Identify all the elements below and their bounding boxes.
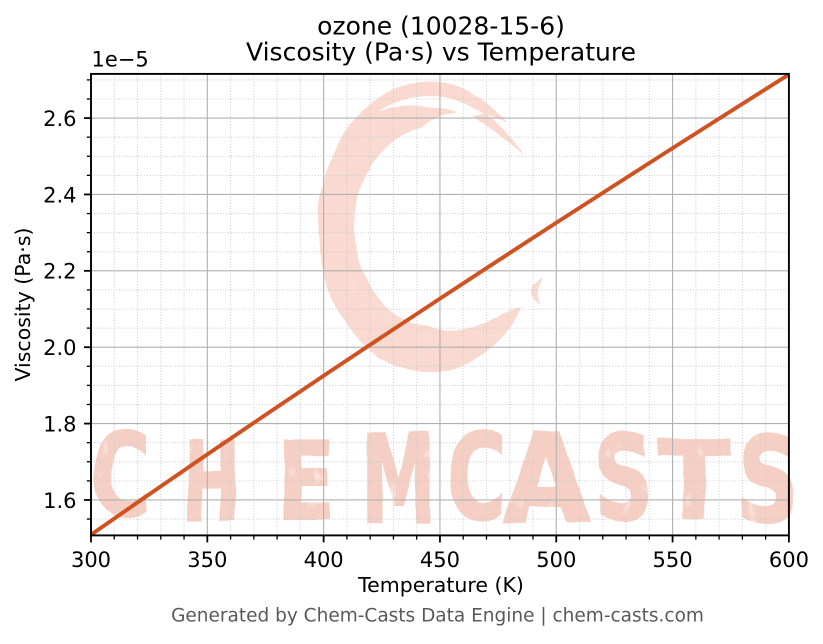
x-tick-label: 400: [304, 548, 344, 572]
plot-border: [90, 72, 790, 537]
watermark-letter: S: [593, 413, 654, 547]
watermark-letter: T: [658, 420, 730, 544]
y-tick-label: 1.8: [43, 412, 76, 436]
y-axis-label: Viscosity (Pa·s): [11, 227, 35, 381]
watermark-letter: A: [504, 408, 589, 550]
x-tick-label: 300: [71, 548, 111, 572]
ring-echo-stroke: [456, 101, 526, 155]
y-tick-label: 2.6: [43, 107, 76, 131]
plot-clip-group: [91, 73, 789, 536]
watermark-letter: C: [91, 407, 150, 545]
y-offset-label: 1e−5: [92, 48, 149, 72]
y-tick-label: 1.6: [43, 489, 76, 513]
brand-ring-watermark-icon: [318, 81, 543, 373]
grid-minor: [91, 73, 789, 536]
watermark-letter: E: [277, 418, 335, 545]
chart-title-line1: ozone (10028-15-6): [317, 12, 565, 41]
grid-major: [91, 73, 789, 536]
ring-main-stroke: [318, 81, 521, 373]
chart-title: ozone (10028-15-6) Viscosity (Pa·s) vs T…: [246, 12, 636, 67]
watermark-letter: C: [447, 408, 506, 547]
x-tick-label: 600: [769, 548, 809, 572]
ring-highlight-sliver: [378, 95, 484, 117]
x-axis-label: Temperature (K): [357, 573, 524, 597]
ring-curl-stroke: [531, 278, 543, 305]
viscosity-line: [91, 73, 789, 536]
x-tick-label: 500: [536, 548, 576, 572]
y-tick-label: 2.2: [43, 260, 76, 284]
y-tick-label: 2.0: [43, 336, 76, 360]
watermark-letter: M: [361, 409, 436, 551]
footer-caption: Generated by Chem-Casts Data Engine | ch…: [171, 606, 704, 627]
y-tick-labels: 1.6 1.8 2.0 2.2 2.4 2.6: [43, 107, 76, 513]
x-tick-label: 550: [653, 548, 693, 572]
x-tick-labels: 300 350 400 450 500 550 600: [71, 548, 809, 572]
chart-title-line2: Viscosity (Pa·s) vs Temperature: [246, 38, 636, 67]
y-tick-label: 2.4: [43, 183, 76, 207]
x-tick-label: 450: [420, 548, 460, 572]
x-tick-label: 350: [187, 548, 227, 572]
